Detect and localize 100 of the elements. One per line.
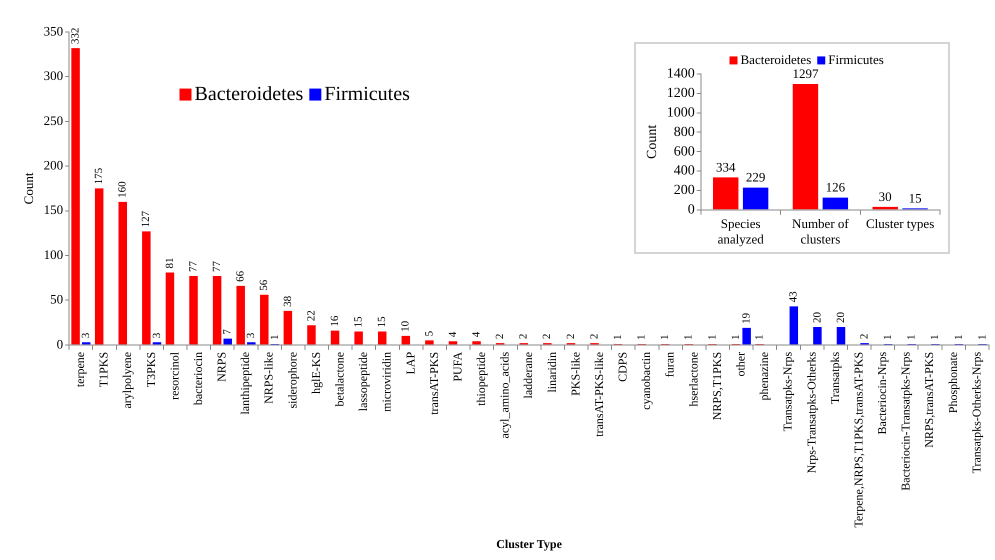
- x-tick-label: Species analyzed: [718, 216, 764, 247]
- x-tick-label: linaridin: [544, 352, 559, 393]
- y-tick-label: 250: [44, 112, 64, 128]
- x-tick-label: Phosphonate: [946, 352, 960, 414]
- data-label: 4: [446, 331, 459, 338]
- bar: [236, 286, 245, 344]
- x-tick-label: PKS-like: [568, 352, 582, 396]
- bar: [425, 340, 434, 344]
- bar: [713, 177, 738, 210]
- bar: [792, 84, 818, 210]
- legend-label: Firmicutes: [324, 82, 410, 105]
- bar: [742, 328, 751, 344]
- x-tick-label: acyl_amino_acids: [498, 352, 512, 439]
- data-label: 175: [93, 167, 106, 184]
- bar: [94, 188, 104, 344]
- data-label: 56: [258, 279, 270, 291]
- data-label: 160: [116, 180, 129, 198]
- bar: [189, 276, 198, 344]
- data-label: 1: [706, 334, 718, 340]
- x-tick-label: NRPS-like: [262, 352, 276, 404]
- x-tick-label: Bacteriocin-Transatpks-Nrps: [898, 352, 913, 491]
- bar: [307, 325, 316, 344]
- bar: [472, 341, 481, 344]
- data-label: 2: [588, 334, 600, 340]
- bar: [742, 188, 768, 210]
- x-tick-label: T3PKS: [144, 352, 158, 388]
- x-tick-label: NRPS: [214, 352, 229, 382]
- bar: [223, 338, 232, 344]
- data-label: 15: [376, 316, 388, 328]
- x-tick-label: hserlactone: [686, 352, 700, 407]
- bar: [212, 276, 222, 344]
- x-tick-label: NRPS,transAT-PKS: [922, 352, 936, 448]
- y-tick-label: 400: [674, 164, 695, 179]
- data-label: 5: [423, 330, 436, 336]
- x-tick-label: NRPS,T1PKS: [710, 352, 724, 420]
- y-axis-title: Count: [645, 124, 660, 160]
- data-label: 127: [140, 210, 152, 228]
- y-tick-label: 150: [44, 202, 64, 218]
- data-label: 1: [659, 334, 672, 340]
- legend-label: Bacteroidetes: [740, 52, 812, 67]
- data-label: 1: [976, 334, 988, 340]
- bar: [330, 330, 340, 344]
- data-label: 1: [754, 334, 766, 340]
- x-tick-label: betalactone: [332, 352, 347, 407]
- y-tick-label: 1400: [666, 66, 695, 82]
- data-label: 43: [788, 290, 800, 302]
- data-label: 66: [234, 270, 247, 282]
- data-label: 1: [952, 334, 965, 340]
- bar: [166, 272, 174, 344]
- y-tick-label: 350: [44, 23, 64, 38]
- x-tick-label: Terpene,NRPS,T1PKS,transAT-PKS: [851, 352, 866, 528]
- y-tick-label: 0: [56, 336, 64, 352]
- x-tick-label: bacteriocin: [190, 352, 205, 406]
- bar: [448, 341, 458, 344]
- x-tick-label: transAT-PKS-like: [592, 352, 606, 437]
- y-tick-label: 1000: [666, 105, 695, 120]
- data-label: 2: [541, 334, 554, 340]
- legend-label: Firmicutes: [828, 52, 884, 67]
- data-label: 1: [268, 334, 281, 340]
- bar: [378, 331, 386, 344]
- data-label: 1: [906, 334, 918, 340]
- x-tick-label: Transatpks-Nrps: [780, 352, 795, 432]
- data-label: 81: [164, 257, 176, 268]
- bar: [402, 336, 410, 344]
- y-tick-label: 600: [674, 144, 695, 160]
- data-label: 7: [222, 328, 234, 335]
- data-label: 30: [878, 188, 892, 204]
- x-tick-label: terpene: [73, 352, 88, 388]
- x-tick-label: T1PKS: [96, 352, 111, 388]
- bar: [284, 310, 292, 344]
- data-label: 2: [858, 334, 870, 340]
- x-tick-label: Bacteriocin-Nrps: [875, 352, 890, 435]
- data-label: 38: [282, 295, 294, 307]
- x-tick-label: lassopeptide: [356, 352, 370, 412]
- y-tick-label: 800: [674, 124, 695, 140]
- legend-label: Bacteroidetes: [194, 82, 304, 105]
- bar: [118, 202, 128, 344]
- data-label: 229: [746, 170, 766, 185]
- x-tick-label: hglE-KS: [308, 352, 323, 394]
- x-tick-label: Number of clusters: [792, 216, 850, 247]
- x-tick-label: Transatpks-Otherks-Nrps: [969, 352, 984, 474]
- data-label: 19: [740, 312, 753, 324]
- data-label: 16: [328, 315, 341, 327]
- x-tick-label: Nrps-Transatpks-Otherks: [804, 352, 818, 474]
- y-tick-label: 300: [44, 68, 64, 84]
- data-label: 3: [80, 332, 92, 338]
- data-label: 1: [612, 334, 624, 340]
- data-label: 1297: [792, 66, 819, 81]
- data-label: 334: [716, 159, 736, 174]
- data-label: 15: [908, 190, 922, 206]
- y-tick-label: 1200: [666, 86, 695, 102]
- bar: [872, 206, 898, 210]
- x-tick-label: transAT-PKS: [426, 352, 441, 415]
- x-tick-label: LAP: [403, 352, 418, 375]
- bar: [354, 331, 363, 344]
- data-label: 2: [564, 334, 577, 340]
- data-label: 15: [352, 316, 365, 328]
- x-tick-label: arylpolyene: [120, 352, 134, 409]
- data-label: 1: [882, 334, 894, 340]
- bar: [822, 198, 848, 210]
